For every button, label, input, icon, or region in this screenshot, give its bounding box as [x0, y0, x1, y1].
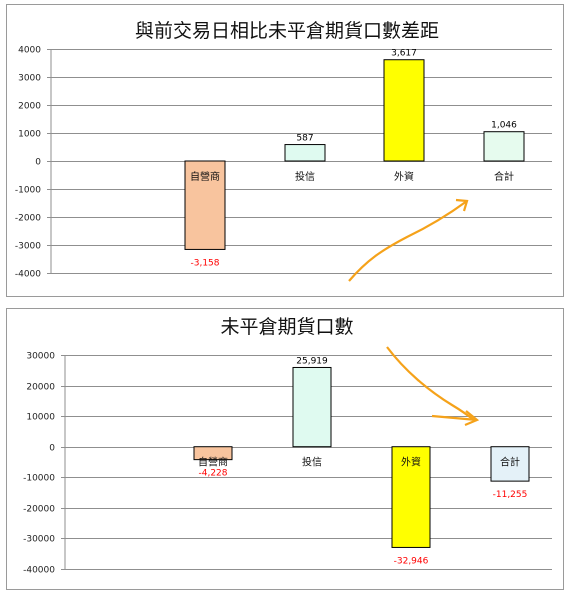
bar-1	[193, 446, 233, 461]
category-label: 自營商	[190, 170, 220, 183]
data-label: -3,158	[190, 258, 219, 268]
value-labels: -3,158 587 3,617 1,046	[190, 49, 517, 269]
data-label: 1,046	[491, 121, 517, 131]
y-axis-tick-labels: 30000 20000 10000 0 -10000 -20000 -30000 -40000	[23, 352, 55, 576]
data-label: 3,617	[391, 49, 417, 59]
bar-3	[391, 446, 431, 548]
bar-1	[184, 160, 226, 250]
chart-title: 未平倉期貨口數	[220, 316, 353, 338]
y-tick-label: -20000	[23, 505, 55, 515]
data-label: -32,946	[394, 556, 429, 566]
orange-arrow-stroke	[431, 414, 478, 422]
y-tick-label: -3000	[15, 242, 41, 252]
category-label: 外資	[401, 457, 421, 469]
orange-arrow-head-icon	[455, 198, 469, 212]
y-tick-label: -30000	[23, 535, 55, 545]
bar-2	[284, 144, 326, 162]
data-label: -11,255	[493, 490, 528, 500]
category-label: 投信	[295, 170, 315, 183]
chart-open-interest-svg: 未平倉期貨口數 30000 20000 10000 0 -10000 -20000 -300…	[23, 316, 552, 576]
value-labels: -4,228 25,919 -32,946 -11,255	[198, 356, 527, 566]
bar-3	[383, 59, 425, 162]
y-tick-label: -4000	[15, 270, 41, 280]
data-label: 25,919	[296, 356, 328, 366]
y-axis-tick-labels: 4000 3000 2000 1000 0 -1000 -2000 -3000 -4000	[15, 46, 41, 280]
gridlines	[47, 49, 552, 274]
chart-panel-open-interest: 未平倉期貨口數 30000 20000 10000 0 -10000 -20000 -300…	[6, 308, 564, 590]
category-label: 合計	[494, 170, 514, 183]
y-tick-label: -10000	[23, 474, 55, 484]
category-labels: 自營商 投信 外資 合計	[190, 170, 514, 183]
chart-change-svg: 與前交易日相比未平倉期貨口數差距 4000 3000 2000 1000 0 -1000 -…	[15, 20, 552, 282]
y-tick-label: 0	[49, 444, 55, 454]
gridlines	[61, 355, 552, 570]
orange-arrow-head-icon	[464, 410, 480, 427]
category-label: 外資	[394, 171, 414, 183]
category-label: 投信	[302, 456, 322, 469]
y-tick-label: 30000	[26, 352, 55, 362]
y-tick-label: -1000	[15, 186, 41, 196]
y-tick-label: 1000	[18, 130, 41, 140]
data-label: 587	[296, 134, 313, 144]
bar-4	[483, 131, 525, 162]
y-tick-label: 0	[35, 158, 41, 168]
y-tick-label: 2000	[18, 102, 41, 112]
category-label: 自營商	[198, 456, 228, 469]
category-label: 合計	[500, 456, 520, 469]
bars	[184, 59, 525, 250]
chart-title: 與前交易日相比未平倉期貨口數差距	[135, 20, 439, 42]
y-tick-label: 20000	[26, 383, 55, 393]
bar-4	[490, 446, 530, 482]
y-tick-label: -2000	[15, 214, 41, 224]
y-tick-label: 3000	[18, 74, 41, 84]
bars	[193, 366, 530, 548]
orange-arrow-line	[348, 200, 468, 282]
chart-panel-change: 與前交易日相比未平倉期貨口數差距 4000 3000 2000 1000 0 -1000 -…	[6, 4, 564, 297]
y-tick-label: 4000	[18, 46, 41, 56]
orange-arrow-line	[386, 346, 476, 422]
y-tick-label: 10000	[26, 413, 55, 423]
y-tick-label: -40000	[23, 566, 55, 576]
category-labels: 自營商 投信 外資 合計	[198, 456, 520, 469]
data-label: -4,228	[198, 469, 227, 479]
bar-2	[292, 366, 332, 448]
